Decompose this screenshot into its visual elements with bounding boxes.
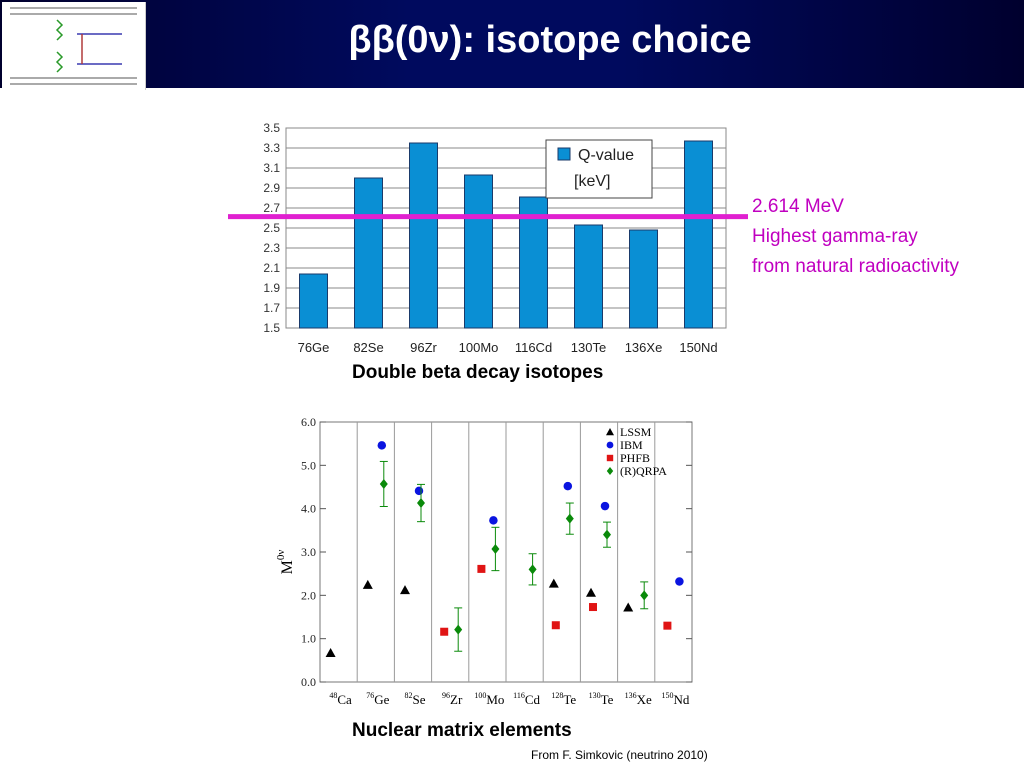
y-tick-label: 2.7 (263, 201, 280, 215)
x-tick-label: 96Zr (442, 691, 463, 707)
series-phfb (440, 564, 672, 636)
legend-marker (606, 454, 614, 462)
y-tick-label: 2.0 (301, 588, 316, 602)
data-point (417, 498, 425, 509)
legend-label: Q-value (578, 147, 634, 164)
x-tick-label: 136Xe (625, 340, 663, 355)
data-point (623, 602, 634, 612)
legend-label: [keV] (574, 173, 610, 190)
data-point (586, 587, 596, 597)
note-line: Highest gamma-ray (752, 226, 918, 247)
bar-chart-caption: Double beta decay isotopes (352, 362, 604, 383)
x-tick-label: 100Mo (474, 691, 504, 707)
y-tick-label: 6.0 (301, 415, 316, 429)
data-point (477, 564, 486, 573)
y-tick-label: 4.0 (301, 502, 316, 516)
data-point (603, 529, 611, 540)
bar (574, 224, 603, 329)
x-tick-label: 116Cd (513, 691, 540, 707)
feynman-diagram-icon (10, 7, 137, 85)
legend: Q-value [keV] (545, 139, 653, 199)
series-rqrpa (379, 460, 649, 652)
legend-label: (R)QRPA (620, 464, 667, 478)
bar (684, 140, 713, 329)
slide-title: ββ(0ν): isotope choice (348, 19, 752, 61)
note-line: from natural radioactivity (752, 256, 959, 277)
y-tick-label: 1.5 (263, 321, 280, 335)
x-tick-label: 48Ca (329, 691, 352, 707)
data-point (551, 621, 560, 630)
matrix-element-chart: 0.0 1.0 2.0 3.0 4.0 5.0 6.0 M0ν 48Ca 76Ge 82Se 96Zr… (275, 415, 693, 707)
bar (629, 229, 658, 329)
data-point (325, 647, 336, 657)
title-bar: ββ(0ν): isotope choice (0, 0, 1024, 90)
gamma-ray-annotation: 2.614 MeV Highest gamma-ray from natural… (752, 192, 959, 282)
x-tick-label: 136Xe (625, 691, 652, 707)
y-tick-label: 5.0 (301, 458, 316, 472)
data-point (589, 603, 597, 612)
x-tick-label: 96Zr (410, 340, 437, 355)
source-citation: From F. Simkovic (neutrino 2010) (531, 748, 708, 762)
data-point (640, 590, 649, 601)
y-tick-label: 2.5 (263, 221, 280, 235)
y-tick-label: 3.0 (301, 545, 316, 559)
data-point (548, 578, 559, 588)
x-tick-label: 116Cd (515, 340, 552, 355)
data-point (489, 516, 498, 525)
data-point (362, 579, 373, 589)
feynman-diagram-thumbnail (2, 2, 146, 90)
y-tick-label: 2.3 (263, 241, 280, 255)
y-tick-label: 1.9 (263, 281, 280, 295)
x-tick-label: 100Mo (459, 340, 499, 355)
y-axis-label: M0ν (275, 550, 296, 575)
series-ibm (377, 441, 684, 586)
y-tick-label: 3.1 (263, 161, 280, 175)
series-lssm (325, 578, 634, 657)
x-tick-label: 150Nd (661, 691, 689, 707)
legend-marker (606, 441, 614, 449)
y-tick-label: 3.3 (263, 141, 280, 155)
q-value-bar-chart: 1.5 1.7 1.9 2.1 2.3 2.5 2.7 2.9 3.1 3.3 3.5 76Ge 82S… (228, 121, 748, 355)
x-tick-label: 150Nd (679, 340, 717, 355)
data-point (400, 585, 410, 595)
data-point (377, 441, 387, 450)
data-point (663, 621, 672, 630)
note-line: 2.614 MeV (752, 196, 844, 217)
y-tick-label: 3.5 (263, 121, 280, 135)
legend-marker (606, 428, 614, 436)
data-point (675, 577, 684, 586)
legend-label: PHFB (620, 451, 650, 465)
data-point (600, 501, 610, 511)
bar (354, 177, 383, 329)
data-point (379, 478, 388, 489)
bar (464, 174, 493, 329)
x-tick-label: 82Se (353, 340, 383, 355)
data-point (491, 543, 500, 554)
data-point (528, 564, 537, 575)
y-tick-label: 0.0 (301, 675, 316, 689)
data-point (565, 513, 574, 524)
x-tick-label: 82Se (405, 691, 426, 707)
data-point (414, 486, 424, 496)
data-point (440, 627, 449, 636)
y-tick-label: 1.0 (301, 632, 316, 646)
y-tick-label: 2.9 (263, 181, 280, 195)
data-point (454, 624, 463, 635)
x-tick-label: 130Te (571, 340, 606, 355)
legend-marker (606, 467, 614, 475)
x-tick-label: 130Te (589, 691, 614, 707)
y-tick-label: 1.7 (263, 301, 280, 315)
x-tick-label: 128Te (551, 691, 576, 707)
y-tick-label: 2.1 (263, 261, 280, 275)
legend-label: IBM (620, 438, 643, 452)
legend-label: LSSM (620, 425, 652, 439)
bar (299, 273, 328, 329)
x-tick-label: 76Ge (298, 340, 330, 355)
bar (409, 142, 438, 329)
data-point (563, 481, 573, 491)
legend-swatch (557, 147, 571, 161)
scatter-chart-caption: Nuclear matrix elements (352, 720, 572, 741)
x-tick-label: 76Ge (366, 691, 389, 707)
